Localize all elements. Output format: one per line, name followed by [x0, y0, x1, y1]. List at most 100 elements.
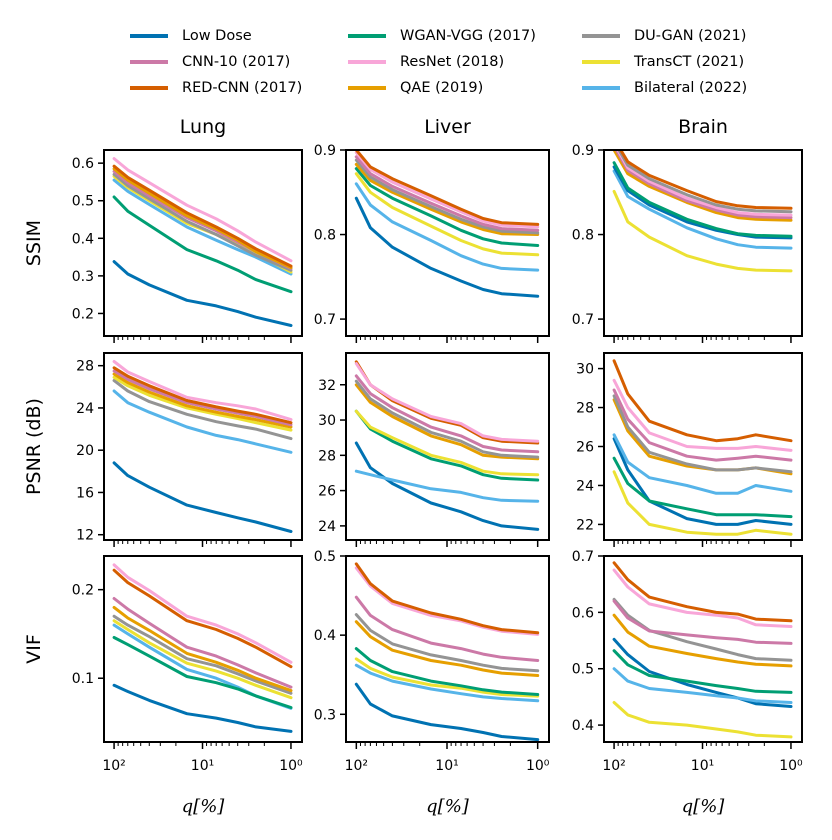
series-line-wgan-vgg-2017	[354, 647, 540, 696]
series-line-resnet-2018	[112, 157, 293, 263]
legend-item: TransCT (2021)	[582, 50, 744, 74]
x-tick-label: 10²	[345, 758, 368, 774]
y-tick-label: 28	[318, 448, 336, 464]
legend: Low Dose CNN-10 (2017) RED-CNN (2017) WG…	[130, 20, 810, 110]
y-tick-label: 12	[76, 528, 94, 544]
axes-frame	[345, 555, 550, 743]
series-line-transct-2021	[112, 375, 293, 432]
legend-swatch	[582, 86, 620, 90]
panel-title: Lung	[180, 116, 226, 138]
series-line-low-dose	[112, 683, 293, 733]
series-line-resnet-2018	[112, 360, 293, 422]
x-tick-label: 10⁰	[526, 758, 550, 774]
chart-panel: 0.3 0.4 0.5 10² 10¹ 10⁰ q[%]	[314, 549, 550, 817]
x-axis-label: q[%]	[426, 796, 470, 817]
y-tick-label: 0.7	[314, 312, 336, 328]
legend-swatch	[582, 60, 620, 64]
series-line-qae-2019	[112, 605, 293, 693]
series-line-du-gan-2021	[354, 379, 540, 459]
series-line-cnn-10-2017	[112, 369, 293, 427]
series-line-red-cnn-2017	[612, 359, 793, 443]
x-tick-label: 10¹	[191, 758, 214, 774]
series-line-red-cnn-2017	[112, 164, 293, 268]
series-line-red-cnn-2017	[612, 561, 793, 623]
series-line-red-cnn-2017	[112, 366, 293, 425]
y-tick-label: 0.3	[314, 707, 336, 723]
series-line-transct-2021	[354, 409, 540, 477]
legend-swatch	[130, 60, 168, 64]
series-line-cnn-10-2017	[112, 597, 293, 689]
series-line-resnet-2018	[612, 378, 793, 452]
x-tick-label: 10²	[102, 758, 125, 774]
series-line-red-cnn-2017	[112, 568, 293, 669]
legend-item: CNN-10 (2017)	[130, 50, 290, 74]
y-tick-label: 30	[576, 362, 594, 378]
series-line-transct-2021	[612, 189, 793, 273]
legend-item: WGAN-VGG (2017)	[348, 24, 536, 48]
series-line-du-gan-2021	[354, 613, 540, 673]
series-line-cnn-10-2017	[612, 599, 793, 645]
series-line-cnn-10-2017	[354, 374, 540, 454]
series-line-wgan-vgg-2017	[612, 649, 793, 694]
series-line-du-gan-2021	[112, 614, 293, 695]
legend-label: CNN-10 (2017)	[182, 54, 291, 70]
panel-title: Brain	[678, 116, 728, 138]
series-line-low-dose	[354, 196, 540, 298]
axes-frame	[345, 352, 550, 541]
series-line-bilateral-2022	[112, 389, 293, 454]
legend-swatch	[130, 86, 168, 90]
y-tick-label: 16	[76, 485, 94, 501]
y-tick-label: 0.9	[314, 143, 336, 159]
y-tick-label: 0.7	[572, 312, 594, 328]
legend-label: TransCT (2021)	[634, 54, 745, 70]
series-line-du-gan-2021	[112, 379, 293, 441]
legend-item: QAE (2019)	[348, 76, 483, 100]
y-tick-label: 26	[318, 484, 336, 500]
series-line-red-cnn-2017	[354, 562, 540, 635]
chart-panel: 0.7 0.8 0.9 Liver	[314, 116, 550, 343]
series-line-qae-2019	[354, 383, 540, 461]
y-tick-label: 0.2	[72, 583, 94, 599]
series-line-low-dose	[612, 437, 793, 526]
legend-label: Low Dose	[182, 28, 252, 44]
series-line-red-cnn-2017	[618, 150, 793, 210]
y-tick-label: 0.7	[572, 549, 594, 565]
legend-swatch	[582, 34, 620, 38]
series-line-cnn-10-2017	[354, 595, 540, 662]
y-tick-label: 0.1	[72, 671, 94, 687]
x-tick-label: 10⁰	[779, 758, 803, 774]
y-tick-label: 24	[576, 478, 594, 494]
series-line-resnet-2018	[354, 151, 540, 229]
series-line-du-gan-2021	[612, 394, 793, 474]
series-line-bilateral-2022	[612, 667, 793, 704]
series-line-transct-2021	[612, 701, 793, 739]
legend-label: RED-CNN (2017)	[182, 80, 303, 96]
series-line-red-cnn-2017	[354, 150, 540, 226]
series-line-wgan-vgg-2017	[112, 636, 293, 709]
series-group	[354, 562, 540, 742]
chart-panel: 0.1 0.2 10² 10¹ 10⁰ VIF q[%]	[23, 555, 303, 817]
y-tick-label: 0.4	[572, 718, 594, 734]
y-tick-label: 26	[576, 440, 594, 456]
legend-label: QAE (2019)	[400, 80, 484, 96]
chart-panel: 0.2 0.3 0.4 0.5 0.6 Lung SSIM	[23, 116, 303, 343]
x-tick-label: 10¹	[691, 758, 714, 774]
series-line-qae-2019	[612, 150, 793, 222]
series-group	[112, 360, 293, 533]
series-group	[354, 150, 540, 298]
legend-label: ResNet (2018)	[400, 54, 505, 70]
series-line-du-gan-2021	[112, 172, 293, 272]
series-line-resnet-2018	[616, 150, 793, 217]
series-line-resnet-2018	[354, 566, 540, 636]
series-line-transct-2021	[112, 619, 293, 700]
series-line-du-gan-2021	[617, 150, 793, 214]
y-tick-label: 32	[318, 378, 336, 394]
legend-label: DU-GAN (2021)	[634, 28, 747, 44]
y-tick-label: 28	[76, 359, 94, 375]
series-line-qae-2019	[612, 613, 793, 668]
chart-panel: 24 26 28 30 32	[318, 352, 550, 547]
legend-item: Low Dose	[130, 24, 252, 48]
series-line-transct-2021	[354, 172, 540, 257]
y-axis-label: VIF	[23, 634, 45, 664]
